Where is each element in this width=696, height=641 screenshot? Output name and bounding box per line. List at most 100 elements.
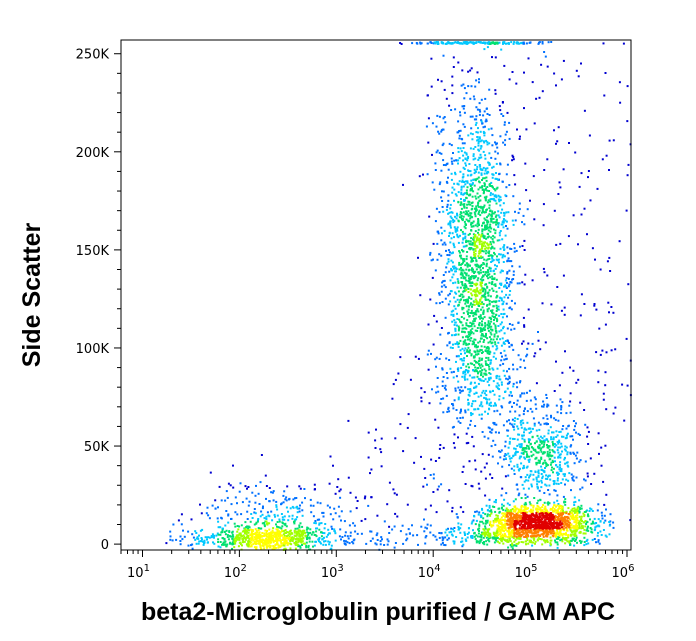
data-point [479, 329, 482, 332]
data-point [599, 353, 602, 356]
data-point [474, 344, 477, 347]
data-point [292, 498, 295, 501]
data-point [574, 425, 576, 428]
data-point [479, 379, 482, 382]
data-point [514, 302, 516, 305]
data-point [509, 290, 512, 292]
data-point [469, 256, 472, 259]
data-point [524, 447, 527, 449]
data-point [470, 354, 473, 357]
data-point [495, 290, 498, 293]
data-point [563, 306, 566, 309]
data-point [498, 388, 501, 391]
data-point [481, 533, 484, 535]
data-point [219, 546, 222, 549]
data-point [483, 48, 486, 51]
data-point [502, 542, 505, 545]
data-point [490, 333, 493, 336]
data-point [564, 498, 567, 501]
data-point [180, 523, 183, 526]
data-point [309, 498, 312, 501]
data-point [489, 185, 492, 187]
data-point [315, 540, 317, 543]
data-point [470, 225, 473, 228]
data-point [291, 539, 294, 542]
data-point [471, 195, 474, 198]
data-point [493, 506, 496, 508]
data-point [453, 542, 456, 545]
data-point [444, 544, 447, 547]
data-point [464, 373, 467, 376]
data-point [255, 522, 258, 525]
data-point [271, 519, 274, 522]
data-point [511, 154, 514, 157]
data-point [473, 408, 476, 411]
data-point [426, 523, 429, 526]
data-point [462, 107, 465, 110]
data-point [511, 219, 514, 222]
data-point [581, 525, 583, 528]
data-point [287, 510, 289, 513]
data-point [601, 514, 604, 517]
data-point [442, 274, 445, 276]
data-point [276, 508, 279, 511]
data-point [465, 342, 468, 345]
data-point [593, 529, 596, 532]
data-point [470, 179, 473, 182]
data-point [483, 372, 486, 375]
data-point [537, 469, 540, 472]
data-point [555, 404, 558, 407]
data-point [573, 428, 576, 431]
data-point [608, 521, 611, 523]
data-point [559, 469, 562, 472]
data-point [549, 536, 552, 539]
data-point [467, 269, 470, 272]
data-point [494, 501, 497, 504]
data-point [442, 164, 445, 166]
data-point [477, 127, 479, 130]
data-point [555, 360, 557, 363]
data-point [432, 343, 435, 346]
data-point [504, 528, 507, 531]
data-point [511, 265, 514, 268]
data-point [474, 353, 477, 356]
data-point [455, 409, 458, 411]
data-point [294, 543, 297, 546]
data-point [575, 431, 577, 434]
data-point [199, 503, 201, 506]
data-point [501, 316, 504, 319]
data-point [496, 347, 499, 350]
data-point [529, 399, 532, 402]
data-point [451, 191, 454, 194]
data-point [244, 531, 247, 533]
data-point [554, 418, 557, 421]
data-point [479, 340, 481, 343]
data-point [526, 495, 529, 498]
data-point [481, 324, 484, 327]
data-point [461, 230, 464, 233]
data-point [478, 359, 481, 362]
data-point [484, 522, 487, 525]
data-point [543, 422, 546, 425]
data-point [465, 196, 468, 199]
data-point [470, 202, 473, 205]
data-point [305, 541, 308, 544]
data-point [467, 233, 470, 236]
data-point [503, 512, 506, 515]
data-point [476, 192, 479, 195]
data-point [572, 513, 575, 516]
data-point [180, 513, 183, 516]
data-point [524, 273, 527, 276]
data-point [569, 543, 572, 546]
data-point [489, 241, 492, 243]
data-point [459, 411, 462, 414]
data-point [496, 374, 499, 377]
data-point [477, 144, 480, 147]
data-point [497, 517, 499, 520]
data-point [354, 496, 357, 499]
data-point [533, 218, 536, 221]
data-point [296, 532, 299, 534]
data-point [501, 529, 504, 532]
data-point [514, 417, 517, 420]
data-point [320, 542, 322, 545]
